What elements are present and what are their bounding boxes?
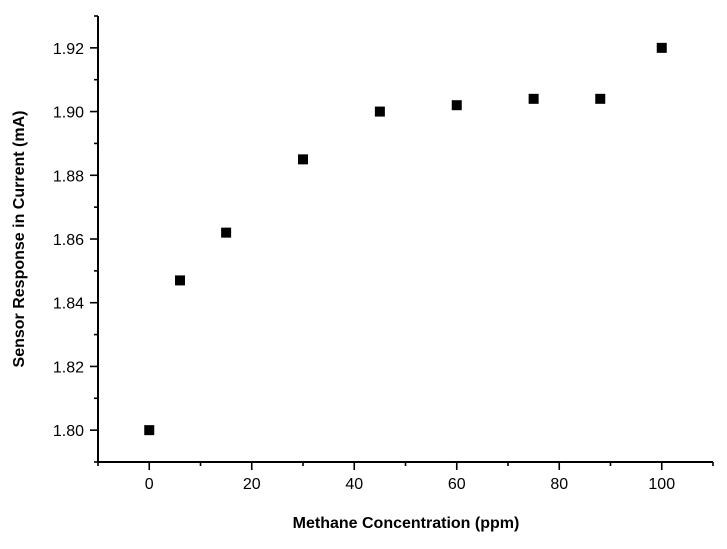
data-markers — [144, 42, 667, 436]
x-tick-label: 40 — [345, 476, 363, 493]
y-tick-label: 1.88 — [53, 168, 84, 185]
y-tick-label: 1.80 — [53, 423, 84, 440]
y-axis-ticks: 1.80 1.82 1.84 1.86 1.88 1.90 1.92 — [53, 15, 98, 463]
data-point — [175, 275, 185, 286]
x-axis-title: Methane Concentration (ppm) — [293, 515, 520, 532]
data-point — [298, 154, 308, 165]
x-tick-label: 80 — [550, 476, 568, 493]
data-point — [144, 425, 155, 436]
data-point — [221, 227, 232, 238]
data-point — [656, 42, 667, 53]
x-axis-ticks: 0 20 40 60 80 100 — [97, 462, 714, 493]
y-tick-label: 1.92 — [53, 41, 84, 58]
data-point — [374, 106, 385, 117]
data-point — [595, 93, 606, 104]
x-tick-label: 0 — [145, 476, 154, 493]
y-tick-label: 1.84 — [53, 296, 84, 313]
data-point — [451, 100, 462, 111]
x-tick-label: 100 — [648, 476, 675, 493]
x-tick-label: 20 — [243, 476, 261, 493]
y-axis-title: Sensor Response in Current (mA) — [11, 111, 28, 368]
y-tick-label: 1.82 — [53, 359, 84, 376]
x-tick-label: 60 — [448, 476, 466, 493]
y-tick-label: 1.90 — [53, 105, 84, 122]
y-tick-label: 1.86 — [53, 232, 84, 249]
data-point — [528, 93, 539, 104]
plot-axes — [97, 16, 713, 463]
